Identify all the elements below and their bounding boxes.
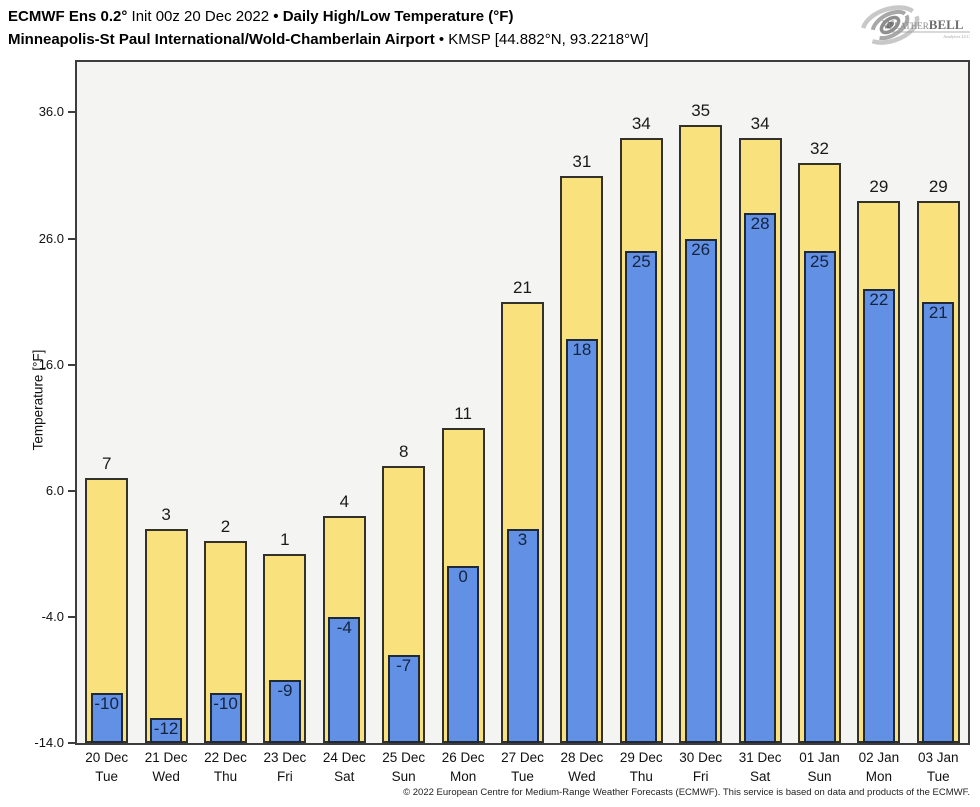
high-value-label: 8 (398, 441, 409, 461)
high-value-label: 31 (572, 151, 592, 171)
y-tick-label: 36.0 (38, 104, 64, 120)
title-coordinates: • KMSP [44.882°N, 93.2218°W] (438, 31, 649, 48)
title-variable: • Daily High/Low Temperature (°F) (273, 8, 514, 25)
x-tick-label: 31 Dec Sat (738, 750, 782, 784)
copyright-notice: © 2022 European Centre for Medium-Range … (403, 787, 970, 798)
low-value-label: 3 (517, 529, 528, 549)
x-tick-label: 02 Jan Mon (858, 750, 900, 784)
high-value-label: 34 (750, 113, 770, 133)
x-tick-label: 24 Dec Sat (322, 750, 366, 784)
low-bar (625, 251, 658, 743)
weatherbell-logo: WEATHERBELL Analytics LLC (858, 1, 976, 56)
low-value-label: 25 (631, 252, 651, 272)
bars-layer: 7 -10 3 -12 2 -10 1 -9 4 -4 8 -7 11 0 21 3 31 18 34 25 35 26 3… (75, 60, 970, 745)
low-bar (922, 301, 955, 743)
x-tick-label: 28 Dec Wed (560, 750, 604, 784)
title-model: ECMWF Ens 0.2° (8, 8, 128, 25)
low-value-label: 0 (458, 567, 468, 587)
low-value-label: 18 (572, 340, 592, 360)
y-tick-mark (68, 111, 75, 114)
y-tick-label: 16.0 (38, 356, 64, 372)
low-bar (150, 717, 183, 743)
low-bar (684, 238, 717, 743)
y-tick-mark (68, 363, 75, 366)
low-bar (209, 692, 242, 743)
low-bar (447, 566, 480, 743)
y-tick-label: 26.0 (38, 230, 64, 246)
high-value-label: 29 (869, 176, 889, 196)
chart-title-line1: ECMWF Ens 0.2° Init 00z 20 Dec 2022 • Da… (8, 5, 648, 28)
high-value-label: 35 (691, 101, 711, 121)
high-value-label: 21 (513, 277, 532, 297)
logo-wordmark: WEATHERBELL (882, 17, 964, 32)
high-value-label: 11 (454, 403, 472, 423)
low-value-label: -12 (153, 718, 179, 738)
y-tick-label: -14.0 (34, 735, 64, 750)
low-value-label: 25 (810, 252, 829, 272)
x-tick-label: 03 Jan Tue (918, 750, 959, 784)
high-value-label: 4 (339, 492, 350, 511)
x-tick-label: 20 Dec Tue (85, 750, 129, 784)
low-bar (328, 616, 361, 743)
x-tick-label: 22 Dec Thu (204, 750, 247, 784)
low-bar (744, 213, 777, 743)
low-value-label: 21 (928, 302, 948, 322)
high-value-label: 1 (280, 529, 290, 549)
y-tick-label: -4.0 (41, 608, 64, 624)
high-value-label: 3 (161, 504, 171, 524)
high-bar (144, 528, 188, 743)
low-bar (506, 528, 539, 743)
low-bar (862, 289, 895, 743)
y-tick-mark (68, 489, 75, 492)
chart-title-line2: Minneapolis-St Paul International/Wold-C… (8, 28, 648, 51)
logo-subtext: Analytics LLC (943, 34, 970, 39)
x-tick-label: 01 Jan Sun (799, 750, 840, 784)
low-value-label: -7 (396, 655, 412, 675)
y-tick-mark (68, 615, 75, 618)
y-tick-mark (68, 237, 75, 240)
title-station: Minneapolis-St Paul International/Wold-C… (8, 31, 439, 48)
x-tick-label: 21 Dec Wed (144, 750, 188, 784)
high-value-label: 34 (631, 113, 651, 133)
low-bar (387, 654, 420, 743)
x-tick-label: 29 Dec Thu (619, 750, 663, 784)
low-value-label: 26 (691, 239, 711, 259)
low-value-label: -9 (277, 680, 293, 700)
x-tick-label: 27 Dec Tue (501, 750, 544, 784)
low-value-label: -4 (336, 617, 352, 637)
chart-header: ECMWF Ens 0.2° Init 00z 20 Dec 2022 • Da… (8, 5, 648, 51)
y-tick-label: 6.0 (45, 482, 64, 498)
high-value-label: 32 (810, 138, 829, 158)
x-tick-label: 30 Dec Fri (679, 750, 723, 784)
x-tick-label: 25 Dec Sun (382, 750, 426, 784)
weatherbell-logo-graphic: WEATHERBELL Analytics LLC (860, 5, 970, 45)
high-value-label: 7 (101, 454, 112, 474)
x-tick-label: 26 Dec Mon (441, 750, 485, 784)
low-bar (90, 692, 123, 743)
y-tick-mark (68, 742, 75, 744)
low-value-label: 28 (750, 214, 770, 234)
high-value-label: 29 (928, 176, 948, 196)
high-value-label: 2 (220, 517, 231, 537)
title-init: Init 00z 20 Dec 2022 (127, 8, 274, 25)
low-value-label: 22 (869, 290, 889, 309)
x-tick-label: 23 Dec Fri (263, 750, 307, 784)
low-bar (565, 339, 598, 743)
low-value-label: -10 (213, 693, 238, 713)
low-bar (268, 679, 301, 743)
low-value-label: -10 (94, 693, 119, 713)
low-bar (803, 251, 836, 743)
